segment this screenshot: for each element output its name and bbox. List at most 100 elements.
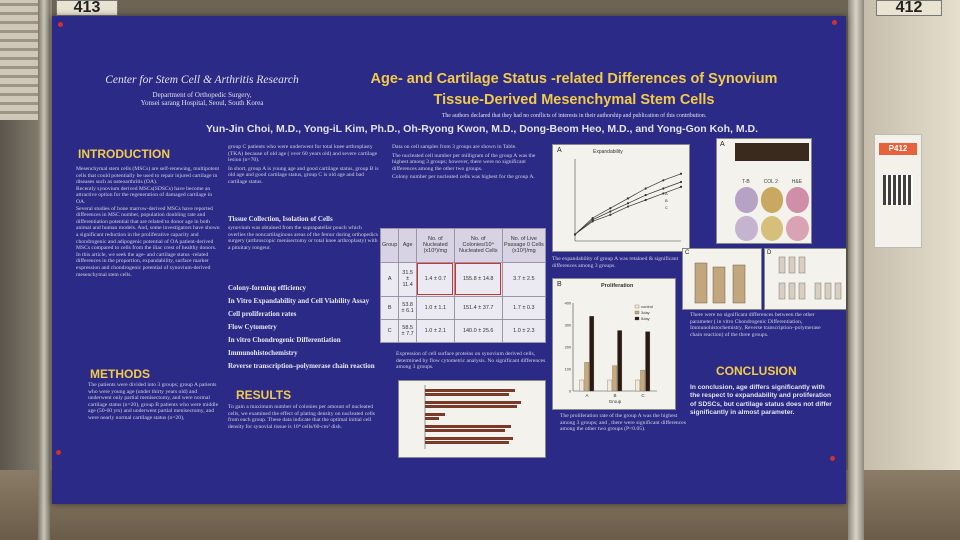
column-2-intro: group C patients who were underwent for …: [228, 144, 380, 186]
pin-icon: [58, 22, 63, 27]
results-paragraph: Data on cell samples from 3 groups are s…: [392, 144, 517, 150]
ihc-figure: C: [682, 248, 762, 310]
table-row: C 58.5 ± 7.7 1.0 ± 2.1 140.0 ± 25.6 1.0 …: [379, 318, 547, 344]
methods-body: The patients were divided into 3 groups;…: [88, 382, 219, 421]
results-heading: RESULTS: [236, 388, 292, 402]
bar: [617, 330, 623, 392]
category-label: B: [613, 393, 616, 398]
results-paragraph: The nucleated cell number per milligram …: [392, 152, 536, 172]
intro-paragraph: Mesenchymal stem cells (MSCs) are self-r…: [76, 166, 220, 186]
authors: Yun-Jin Choi, M.D., Yong-iL Kim, Ph.D., …: [206, 123, 758, 135]
poster-code-badge: P412: [879, 143, 917, 155]
stain-grid: [735, 187, 809, 241]
legend-label: 3day: [641, 310, 650, 315]
right-pole: [848, 0, 864, 540]
table-cell: 140.0 ± 25.6: [453, 318, 503, 344]
bar: [640, 369, 646, 392]
stain-disc: [760, 215, 784, 241]
methods-list-item: Reverse transcription–polymerase chain r…: [228, 362, 375, 370]
table-cell: B: [379, 295, 400, 320]
table-cell: 1.4 ± 0.7: [415, 261, 455, 297]
ihc-bars: [694, 262, 746, 304]
neighbour-poster: P412: [874, 134, 922, 248]
results-paragraph: Colony number per nucleated cells was hi…: [392, 174, 535, 181]
y-tick-label: 200: [565, 346, 571, 350]
introduction-heading: INTRODUCTION: [78, 147, 170, 161]
column-3-text: Data on cell samples from 3 groups are s…: [392, 144, 544, 181]
bar: [612, 365, 618, 392]
panel-label: C: [685, 250, 690, 256]
tissue-body: synovium was obtained from the suprapate…: [228, 225, 379, 251]
stain-disc: [760, 187, 784, 213]
flow-caption: Expression of cell surface proteins on s…: [396, 351, 546, 371]
legend-label: A: [665, 191, 668, 196]
board-number-left: 413: [56, 0, 118, 16]
pcr-bars: [778, 256, 842, 300]
data-point: [626, 202, 630, 205]
proliferation-chart-title: Proliferation: [601, 283, 634, 289]
conclusion-body: In conclusion, age differs significantly…: [690, 384, 832, 417]
disclosure: The authors declared that they had no co…: [441, 113, 707, 119]
category-label: A: [585, 393, 588, 398]
data-point: [609, 207, 612, 210]
data-point: [644, 193, 647, 197]
data-point: [609, 210, 612, 213]
introduction-body: Mesenchymal stem cells (MSCs) are self-r…: [76, 166, 222, 278]
results-body: To gain a maximum number of colonies per…: [228, 404, 375, 430]
bar: [645, 331, 651, 392]
data-point: [609, 213, 612, 216]
panel-label: A: [720, 141, 725, 148]
conclusion-heading: CONCLUSION: [716, 364, 797, 378]
stain-disc: [786, 187, 809, 213]
pin-icon: [832, 20, 837, 25]
category-label: C: [641, 393, 645, 398]
stain-disc: [735, 215, 758, 241]
table-cell: 155.8 ± 14.8: [453, 261, 503, 297]
poster-title-line1: Age- and Cartilage Status -related Diffe…: [370, 71, 778, 87]
expandability-chart: ABC: [573, 159, 683, 242]
x-axis-label: Group: [609, 399, 622, 404]
methods-list-item: Cell proliferation rates: [228, 310, 297, 318]
data-point: [644, 187, 647, 190]
legend-label: 5day: [641, 316, 650, 321]
y-tick-label: 0: [569, 390, 571, 394]
data-point: [662, 187, 665, 190]
methods-list: Colony-forming efficiency In Vitro Expan…: [228, 284, 380, 370]
stain-disc: [735, 187, 758, 213]
data-point: [591, 216, 594, 220]
board-number-right: 412: [876, 0, 942, 16]
methods-heading: METHODS: [90, 367, 150, 381]
data-point: [626, 205, 630, 208]
table-cell: 1.7 ± 0.3: [501, 295, 547, 320]
table-cell: 151.4 ± 37.7: [453, 295, 503, 320]
panel-label: A: [557, 147, 562, 154]
y-tick-label: 300: [565, 324, 571, 328]
data-point: [591, 218, 594, 221]
flow-bars: [424, 385, 521, 449]
table-cell: A: [379, 261, 400, 297]
panel-label: D: [767, 250, 772, 256]
intro-paragraph: In this article, we seek the age- and ca…: [76, 251, 211, 278]
table-cell: 31.5 ± 11.4: [398, 261, 417, 297]
bar: [607, 379, 613, 392]
methods-list-item: Immunohistochemistry: [228, 349, 298, 357]
left-pole: [38, 0, 50, 540]
methods-list-item: Colony-forming efficiency: [228, 284, 306, 292]
affiliation-dept: Department of Orthopedic Surgery,: [152, 91, 252, 99]
stain-labels: T-B COL 2 H&E: [735, 179, 809, 185]
qr-code-icon: [883, 175, 913, 205]
data-point: [679, 185, 683, 188]
table-header: Group: [379, 228, 400, 263]
tissue-heading: Tissue Collection, Isolation of Cells: [228, 215, 333, 223]
cell-data-table: Group Age No. of Nucleated (x10³)/mg No.…: [379, 228, 547, 344]
expandability-caption: The expandability of group A was retaine…: [552, 256, 679, 269]
poster-title-line2: Tissue-Derived Mesenchymal Stem Cells: [433, 92, 715, 108]
methods-list-item: Flow Cytometry: [228, 323, 277, 331]
table-header: No. of Colonies/10⁴ Nucleated Cells: [453, 228, 503, 263]
chondrogenic-figure: A T-B COL 2 H&E: [716, 138, 812, 244]
table-header: No. of Live Passage 0 Cells (x10³)/mg: [501, 228, 547, 263]
expandability-chart-title: Expandability: [593, 149, 623, 155]
bar: [579, 379, 585, 392]
data-point: [626, 197, 630, 200]
